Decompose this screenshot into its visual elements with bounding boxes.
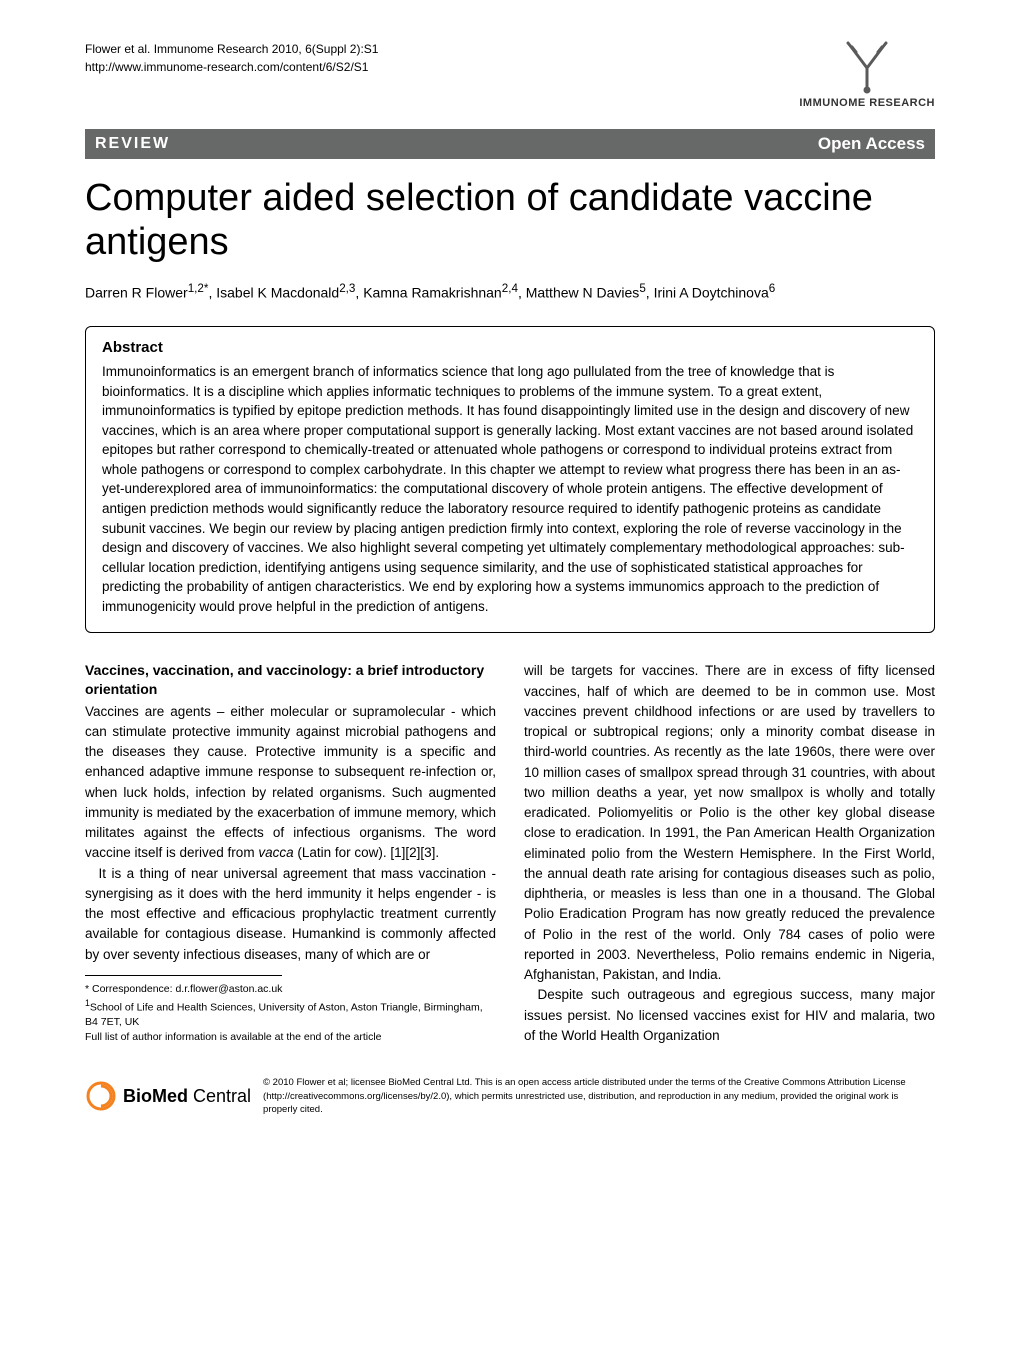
column-left: Vaccines, vaccination, and vaccinology: … (85, 661, 496, 1056)
journal-logo: IMMUNOME RESEARCH (799, 40, 935, 109)
body-paragraph: Despite such outrageous and egregious su… (524, 985, 935, 1046)
antibody-icon (842, 40, 892, 95)
body-paragraph: It is a thing of near universal agreemen… (85, 864, 496, 965)
column-right: will be targets for vaccines. There are … (524, 661, 935, 1056)
journal-name: IMMUNOME RESEARCH (799, 97, 935, 109)
body-paragraph: will be targets for vaccines. There are … (524, 661, 935, 985)
citation-block: Flower et al. Immunome Research 2010, 6(… (85, 40, 378, 76)
body-columns: Vaccines, vaccination, and vaccinology: … (85, 661, 935, 1056)
authors-line: Darren R Flower1,2*, Isabel K Macdonald2… (85, 282, 935, 301)
correspondence-line: * Correspondence: d.r.flower@aston.ac.uk (85, 982, 496, 997)
page-header: Flower et al. Immunome Research 2010, 6(… (85, 40, 935, 109)
footer-divider (85, 975, 282, 976)
abstract-heading: Abstract (102, 339, 918, 356)
biomed-brand-bold: BioMed (123, 1086, 188, 1106)
abstract-box: Abstract Immunoinformatics is an emergen… (85, 326, 935, 633)
abstract-text: Immunoinformatics is an emergent branch … (102, 362, 918, 616)
body-paragraph: Vaccines are agents – either molecular o… (85, 702, 496, 864)
biomed-brand: BioMed Central (123, 1086, 251, 1107)
footer-meta: * Correspondence: d.r.flower@aston.ac.uk… (85, 982, 496, 1044)
citation-line: Flower et al. Immunome Research 2010, 6(… (85, 40, 378, 58)
article-title: Computer aided selection of candidate va… (85, 177, 935, 264)
biomed-logo: BioMed Central (85, 1080, 251, 1112)
footer-row: BioMed Central © 2010 Flower et al; lice… (85, 1076, 935, 1116)
author-info-line: Full list of author information is avail… (85, 1030, 496, 1045)
affiliation-line: 1School of Life and Health Sciences, Uni… (85, 997, 496, 1030)
biomed-circle-icon (85, 1080, 117, 1112)
citation-url: http://www.immunome-research.com/content… (85, 58, 378, 76)
copyright-text: © 2010 Flower et al; licensee BioMed Cen… (263, 1076, 935, 1116)
open-access-label: Open Access (818, 134, 925, 154)
article-type: REVIEW (95, 135, 170, 153)
section-heading: Vaccines, vaccination, and vaccinology: … (85, 661, 496, 697)
article-type-banner: REVIEW Open Access (85, 129, 935, 159)
biomed-brand-light: Central (193, 1086, 251, 1106)
